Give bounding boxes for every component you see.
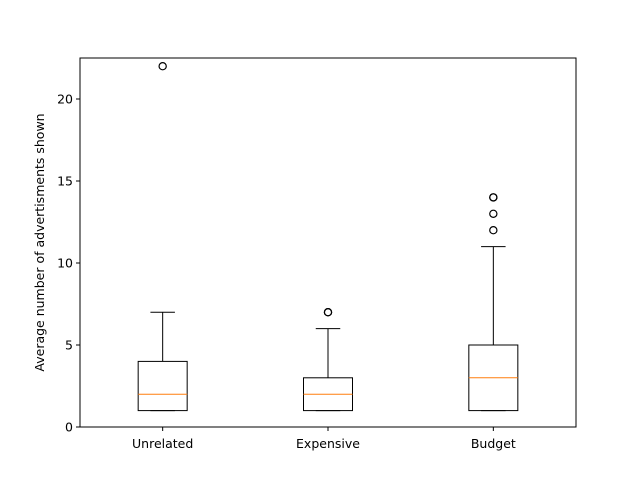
y-axis-label: Average number of advertisments shown xyxy=(32,113,47,371)
iqr-box xyxy=(137,360,188,412)
y-tick-label: 15 xyxy=(57,174,73,189)
box-budget xyxy=(468,193,519,412)
plot-area xyxy=(137,61,519,412)
x-tick-label: Unrelated xyxy=(132,436,193,451)
outlier-point xyxy=(489,225,498,235)
y-tick-label: 0 xyxy=(65,420,73,435)
box-unrelated xyxy=(137,61,188,412)
x-axis: Unrelated Expensive Budget xyxy=(132,427,516,451)
outlier-point xyxy=(489,209,498,218)
outlier-point xyxy=(489,193,498,202)
y-tick-label: 20 xyxy=(57,92,73,107)
y-tick-label: 5 xyxy=(65,338,73,353)
outlier-point xyxy=(158,61,167,71)
y-tick-label: 10 xyxy=(57,256,73,271)
outlier-point xyxy=(323,308,333,317)
x-tick-label: Budget xyxy=(471,436,516,451)
y-axis: 0 5 10 15 20 xyxy=(57,92,80,435)
x-tick-label: Expensive xyxy=(296,436,360,451)
box-expensive xyxy=(303,308,353,412)
